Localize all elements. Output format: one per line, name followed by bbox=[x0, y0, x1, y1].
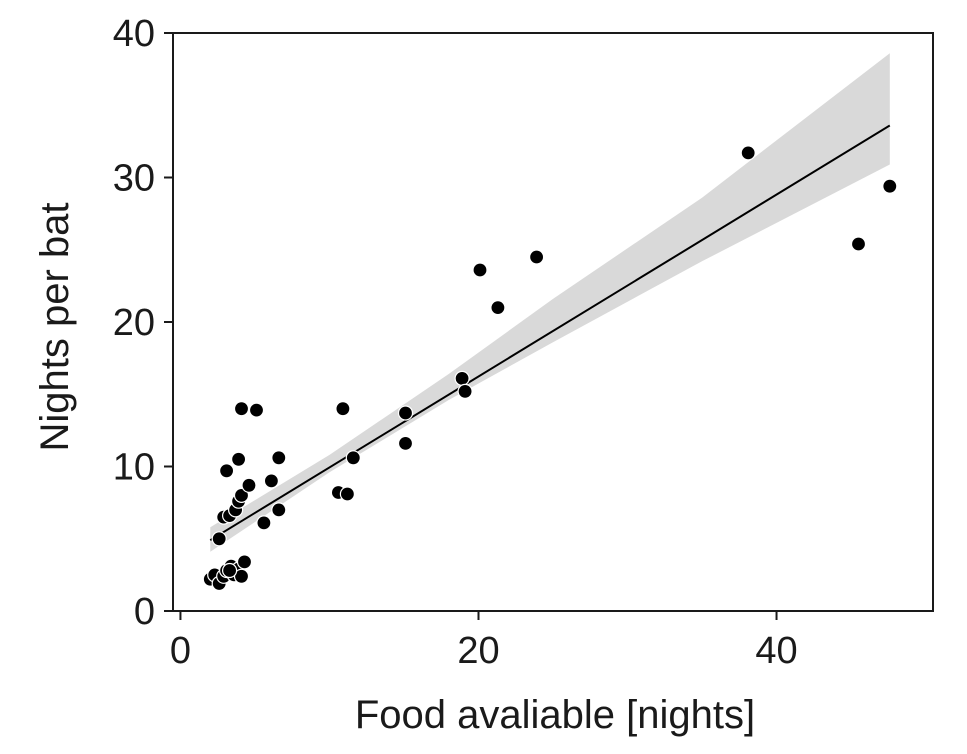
data-point bbox=[271, 502, 287, 518]
ticks-layer: 0 20 40 0 10 20 30 40 bbox=[113, 13, 798, 672]
y-tick-label: 40 bbox=[113, 13, 155, 55]
data-point bbox=[528, 249, 545, 265]
data-point bbox=[345, 450, 361, 466]
y-tick-label: 10 bbox=[113, 447, 155, 489]
fit-line-layer bbox=[209, 124, 891, 542]
data-point bbox=[222, 562, 238, 579]
data-point bbox=[850, 236, 867, 252]
data-point bbox=[256, 515, 272, 531]
data-point bbox=[454, 370, 470, 386]
data-point bbox=[263, 473, 279, 489]
confidence-band-layer bbox=[210, 53, 890, 552]
x-axis-label: Food avaliable [nights] bbox=[355, 693, 755, 737]
x-tick-label: 20 bbox=[457, 630, 499, 672]
data-point bbox=[882, 178, 898, 194]
data-point bbox=[397, 405, 414, 421]
data-point bbox=[472, 262, 488, 278]
data-point bbox=[490, 300, 506, 316]
data-points-layer bbox=[202, 145, 898, 592]
data-point bbox=[457, 383, 473, 399]
regression-line bbox=[209, 124, 891, 542]
data-point bbox=[740, 145, 756, 161]
data-point bbox=[231, 451, 247, 467]
data-point bbox=[271, 450, 287, 466]
data-point bbox=[241, 477, 257, 493]
data-point bbox=[335, 401, 351, 417]
y-tick-label: 30 bbox=[113, 158, 155, 200]
x-tick-label: 40 bbox=[755, 630, 797, 672]
y-axis-label: Nights per bat bbox=[33, 202, 77, 451]
data-point bbox=[233, 487, 250, 503]
data-point bbox=[248, 402, 265, 418]
data-point bbox=[397, 435, 414, 451]
y-tick-label: 20 bbox=[113, 302, 155, 344]
data-point bbox=[339, 486, 355, 502]
data-point bbox=[219, 463, 235, 479]
y-tick-label: 0 bbox=[134, 591, 155, 633]
x-tick-label: 0 bbox=[170, 630, 191, 672]
data-point bbox=[236, 554, 253, 570]
data-point bbox=[211, 531, 227, 547]
confidence-band bbox=[210, 53, 890, 552]
data-point bbox=[233, 401, 250, 417]
